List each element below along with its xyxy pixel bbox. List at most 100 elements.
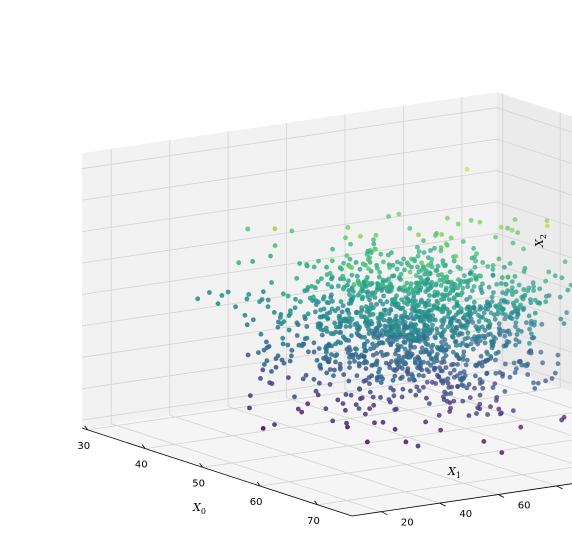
data-point [501,328,506,334]
data-point [445,376,451,382]
data-point [408,281,414,287]
data-point [428,248,433,253]
data-point [323,356,329,362]
data-point [502,389,508,394]
data-point [380,328,385,333]
data-point [477,360,482,366]
data-point [392,426,398,432]
data-point [442,327,447,333]
data-point [416,232,421,238]
data-point [351,282,357,287]
data-point [439,232,445,237]
x-tick-mark [256,481,261,487]
data-point [378,374,384,380]
data-point [543,278,549,284]
data-point [435,263,441,269]
data-point [512,217,518,223]
data-point [493,370,499,376]
data-point [396,211,402,217]
data-point [465,330,471,336]
data-point [378,380,384,385]
data-point [347,323,353,329]
data-point [358,233,363,239]
data-point [329,274,335,280]
data-point [515,306,521,312]
data-point [367,381,372,387]
data-point [371,237,376,243]
data-point [439,339,444,345]
data-point [518,424,524,430]
data-point [444,292,450,298]
data-point [396,357,402,363]
data-point [527,326,532,332]
data-point [384,324,389,330]
data-point [195,296,201,302]
data-point [503,343,509,349]
data-point [376,274,382,280]
data-point [341,318,346,324]
data-point [480,281,485,287]
data-point [458,266,463,272]
data-point [522,265,528,271]
data-point [529,331,534,337]
data-point [493,336,498,341]
data-point [294,333,300,338]
data-point [564,310,570,315]
data-point [419,331,424,337]
data-point [327,382,333,387]
data-point [462,312,468,318]
y-tick-mark [556,485,563,490]
data-point [407,226,413,231]
data-point [503,282,509,287]
data-point [502,333,508,339]
data-point [408,388,413,394]
data-point [431,305,437,311]
x-tick-mark [141,444,146,449]
data-point [356,363,362,369]
data-point [490,272,496,278]
data-point [258,331,264,337]
data-point [538,349,544,355]
data-point [485,357,491,363]
data-point [485,412,490,417]
data-point [386,397,392,402]
data-point [447,309,453,315]
data-point [496,256,502,262]
data-point [473,258,478,264]
data-point [350,355,356,360]
data-point [408,285,413,290]
data-point [392,324,397,329]
data-point [438,427,443,433]
data-point [425,329,431,334]
data-point [477,381,483,386]
data-point [429,356,435,361]
data-point [367,389,373,395]
data-point [394,337,400,342]
data-point [425,262,431,268]
data-point [476,319,482,324]
data-point [531,284,536,289]
data-point [398,271,404,277]
data-point [357,290,363,295]
data-point [455,221,461,227]
data-point [467,294,473,300]
data-point [460,285,466,291]
data-point [261,347,267,353]
data-point [353,402,359,408]
data-point [346,311,352,316]
data-point [377,269,383,275]
data-point [371,402,377,408]
data-point [364,360,370,365]
data-point [450,335,456,340]
data-point [366,309,372,315]
data-point [292,305,298,311]
data-point [302,336,308,342]
data-point [414,273,419,278]
data-point [448,370,453,376]
z-grid-left [81,138,498,201]
data-point [415,244,420,250]
data-point [433,267,439,273]
data-point [369,363,375,368]
data-point [347,360,352,365]
data-point [432,289,438,295]
